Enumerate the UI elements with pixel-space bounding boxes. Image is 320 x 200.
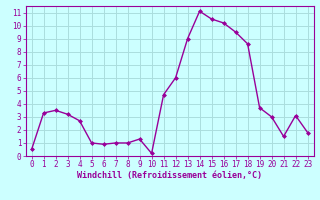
X-axis label: Windchill (Refroidissement éolien,°C): Windchill (Refroidissement éolien,°C) (77, 171, 262, 180)
